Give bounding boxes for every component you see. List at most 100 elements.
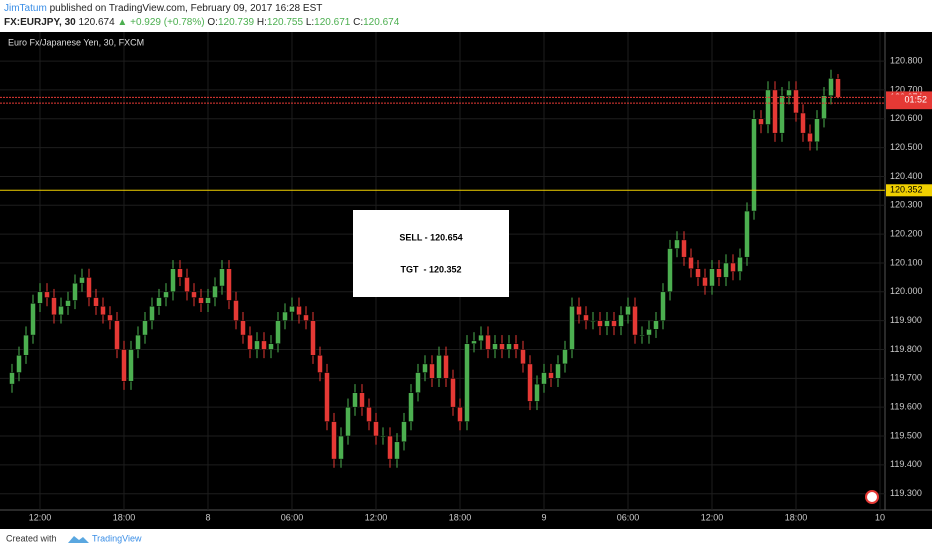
candle-body [758,118,764,125]
price-label-bg [886,184,932,197]
candle-body [282,311,288,321]
candle-body [450,378,456,408]
l-value: 120.671 [314,17,351,28]
candle-body [247,334,253,350]
candle-body [254,340,260,350]
x-tick-label: 06:00 [617,512,640,522]
candle-body [44,291,50,298]
candle-body [177,268,183,278]
candle-body [583,314,589,321]
candle-body [191,291,197,298]
candle-body [520,349,526,365]
candle-body [660,291,666,321]
countdown-bg [886,94,932,107]
x-tick-label: 9 [541,512,546,522]
footer-created: Created with [6,533,57,543]
candle-body [205,297,211,304]
candle-body [275,320,281,344]
candle-body [23,334,29,356]
candle-body [156,297,162,307]
x-tick-label: 12:00 [365,512,388,522]
candle-body [30,303,36,336]
candle-body [443,355,449,379]
candle-body [646,329,652,336]
header-line: JimTatum published on TradingView.com, F… [4,3,322,14]
candle-body [121,349,127,382]
candle-body [506,343,512,350]
candle-body [513,343,519,350]
candle-body [492,343,498,350]
candle-body [541,372,547,385]
y-tick-label: 119.300 [890,488,922,498]
x-tick-label: 10 [875,512,885,522]
candle-body [751,118,757,212]
candle-body [716,268,722,278]
candle-body [709,268,715,287]
candle-body [100,305,106,316]
y-tick-label: 120.500 [890,142,923,152]
candle-body [478,334,484,342]
candle-body [688,256,694,269]
candle-body [590,320,596,322]
candle-body [723,262,729,278]
brand-logo [68,536,89,543]
published: published on TradingView.com, February 0… [50,3,323,14]
author[interactable]: JimTatum [4,3,47,14]
candle-body [604,320,610,327]
candle-body [380,435,386,438]
candle-body [163,291,169,298]
candle-body [639,334,645,337]
candle-body [338,435,344,460]
x-tick-label: 18:00 [113,512,136,522]
y-tick-label: 120.100 [890,257,923,267]
candle-body [436,355,442,379]
candle-body [79,277,85,284]
candle-body [464,343,470,422]
candle-body [457,406,463,422]
logo-icon [865,490,879,504]
candle-body [86,277,92,298]
candle-body [289,305,295,313]
candle-body [135,334,141,350]
candle-body [527,363,533,402]
header-bg [0,0,932,32]
y-tick-label: 119.500 [890,430,922,440]
candle-body [72,282,78,301]
candle-body [240,320,246,336]
y-tick-label: 120.400 [890,171,923,181]
candle-body [324,372,330,422]
candle-body [142,320,148,336]
candle-body [499,343,505,350]
x-tick-label: 06:00 [281,512,304,522]
candle-body [114,320,120,350]
y-tick-label: 120.700 [890,84,923,94]
candle-body [786,89,792,96]
candle-body [422,363,428,373]
quote-line: FX:EURJPY, 30 120.674 ▲ +0.929 (+0.78%) … [4,17,400,28]
chart-title: Euro Fx/Japanese Yen, 30, FXCM [8,37,144,47]
candle-body [394,441,400,460]
candle-body [779,95,785,134]
candle-body [737,256,743,272]
symbol: FX:EURJPY, 30 [4,17,76,28]
candle-body [744,210,750,258]
annotation-sell: SELL - 120.654 [399,232,462,242]
candle-body [429,363,435,379]
o-label: O: [207,17,218,28]
l-label: L: [306,17,314,28]
candle-body [800,112,806,134]
candle-body [170,268,176,293]
change: ▲ +0.929 (+0.78%) [117,17,204,28]
y-tick-label: 119.400 [890,459,922,469]
candle-body [576,305,582,316]
candle-body [107,314,113,321]
candle-body [765,89,771,125]
candle-body [415,372,421,394]
candle-body [212,285,218,298]
candle-body [317,355,323,373]
candle-body [303,314,309,321]
footer-brand[interactable]: TradingView [92,533,142,543]
candle-body [198,297,204,304]
last: 120.674 [78,17,115,28]
